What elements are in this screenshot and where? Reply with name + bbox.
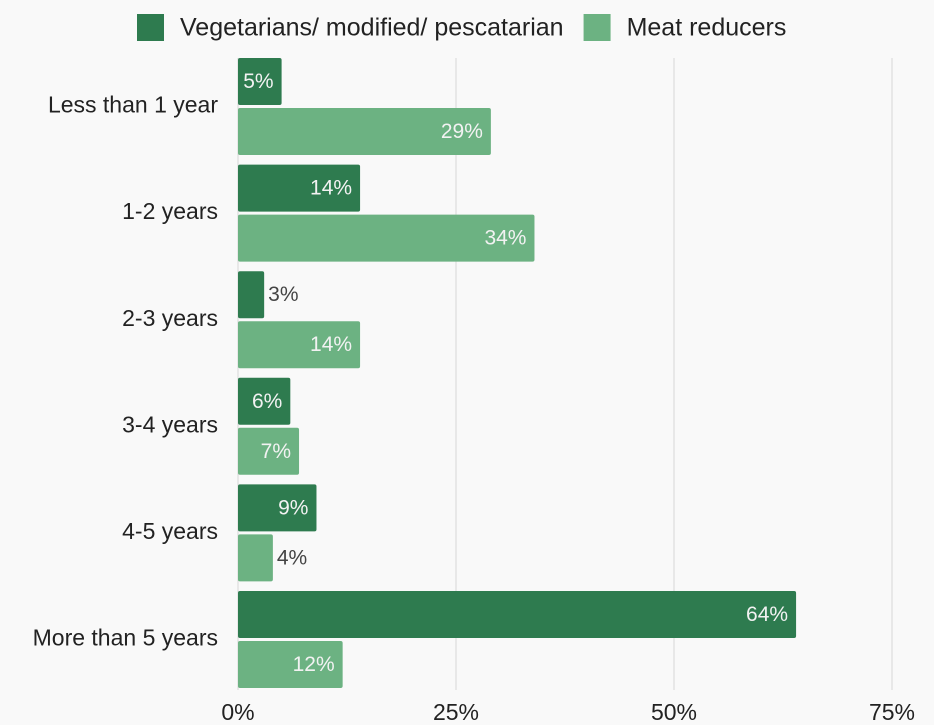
data-label: 29%: [441, 120, 483, 143]
bar: [238, 427, 300, 475]
bar: [238, 271, 265, 319]
y-tick-label: 3-4 years: [122, 411, 218, 437]
bar: [238, 214, 535, 262]
bar: [238, 377, 291, 425]
legend-swatch: [583, 14, 611, 41]
y-tick-label: Less than 1 year: [48, 92, 218, 118]
y-tick-label: 2-3 years: [122, 305, 218, 331]
data-label: 3%: [268, 283, 298, 306]
x-tick-label: 0%: [221, 699, 254, 725]
x-tick-label: 75%: [869, 699, 915, 725]
x-tick-label: 25%: [433, 699, 479, 725]
legend-swatch: [137, 14, 164, 41]
data-label: 7%: [261, 440, 291, 463]
data-label: 34%: [484, 227, 526, 250]
bar: [238, 164, 361, 212]
bar: [238, 58, 282, 105]
bar: [238, 534, 273, 582]
data-label: 4%: [277, 546, 307, 569]
bar: [238, 321, 361, 369]
data-label: 5%: [243, 70, 273, 93]
legend-label: Meat reducers: [627, 14, 787, 42]
data-label: 9%: [278, 496, 308, 519]
y-tick-label: 4-5 years: [122, 518, 218, 544]
bar: [238, 591, 797, 638]
data-label: 12%: [293, 653, 335, 676]
data-label: 64%: [746, 603, 788, 626]
data-label: 6%: [252, 390, 282, 413]
data-label: 14%: [310, 177, 352, 200]
bar: [238, 108, 491, 155]
bar: [238, 484, 317, 532]
data-label: 14%: [310, 333, 352, 356]
y-tick-label: 1-2 years: [122, 198, 218, 224]
legend-label: Vegetarians/ modified/ pescatarian: [180, 14, 564, 42]
y-tick-label: More than 5 years: [33, 625, 218, 651]
x-tick-label: 50%: [651, 699, 697, 725]
bar: [238, 641, 343, 688]
